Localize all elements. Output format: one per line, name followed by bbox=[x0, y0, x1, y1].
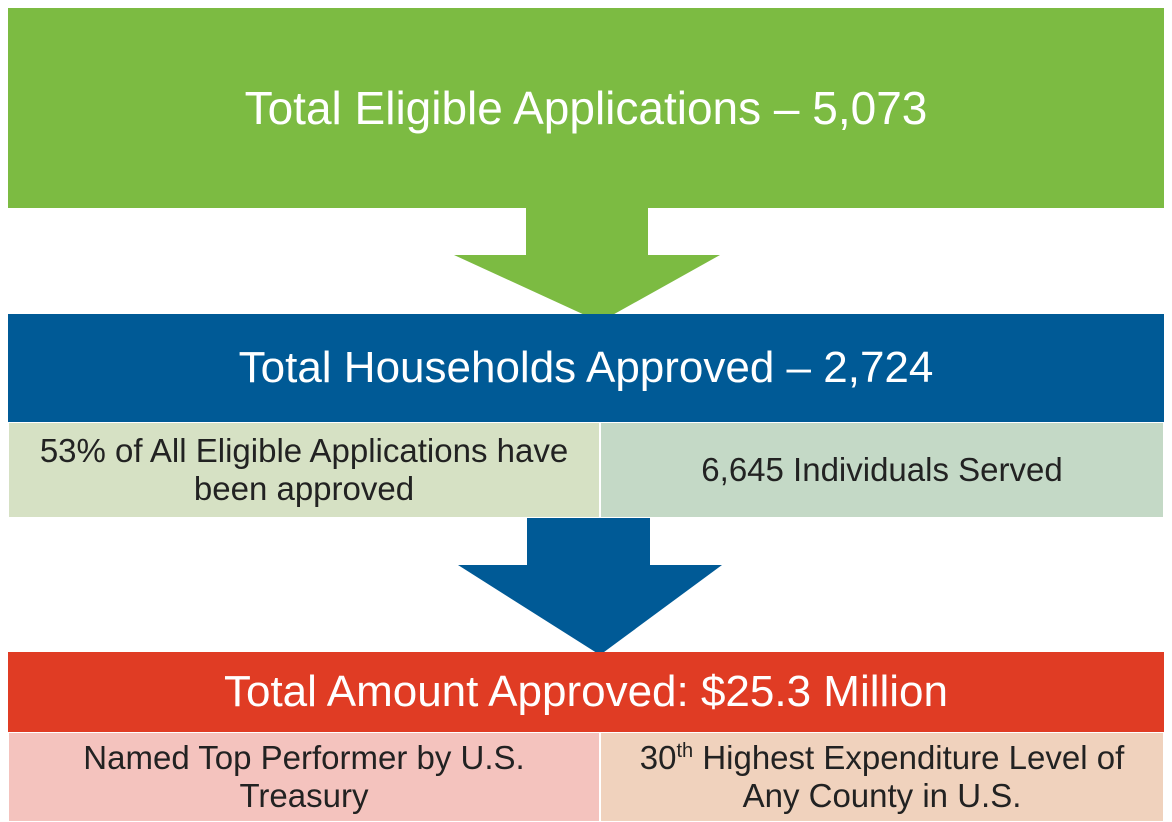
detail-box: 30th Highest Expenditure Level of Any Co… bbox=[600, 732, 1164, 822]
step-title: Total Households Approved – 2,724 bbox=[238, 343, 934, 392]
detail-box: Named Top Performer by U.S. Treasury bbox=[8, 732, 600, 822]
step-box: Total Eligible Applications – 5,073 bbox=[8, 8, 1164, 208]
step-box: Total Amount Approved: $25.3 Million bbox=[8, 652, 1164, 732]
step-title: Total Eligible Applications – 5,073 bbox=[244, 82, 928, 134]
rank-suffix: th bbox=[676, 740, 694, 762]
detail-box: 53% of All Eligible Applications have be… bbox=[8, 422, 600, 518]
arrow-down bbox=[458, 516, 722, 655]
detail-box: 6,645 Individuals Served bbox=[600, 422, 1164, 518]
arrow-down bbox=[454, 206, 720, 322]
step-box: Total Households Approved – 2,724 bbox=[8, 314, 1164, 422]
rank-text: Highest Expenditure Level of Any County … bbox=[702, 739, 1125, 814]
step-title: Total Amount Approved: $25.3 Million bbox=[223, 667, 948, 716]
detail-text: 6,645 Individuals Served bbox=[701, 451, 1063, 488]
detail-text: Named Top Performer by U.S. Treasury bbox=[83, 739, 525, 814]
rank-number: 30 bbox=[639, 739, 677, 776]
detail-text: 53% of All Eligible Applications have be… bbox=[39, 432, 569, 507]
detail-text: 30th Highest Expenditure Level of Any Co… bbox=[621, 739, 1143, 815]
